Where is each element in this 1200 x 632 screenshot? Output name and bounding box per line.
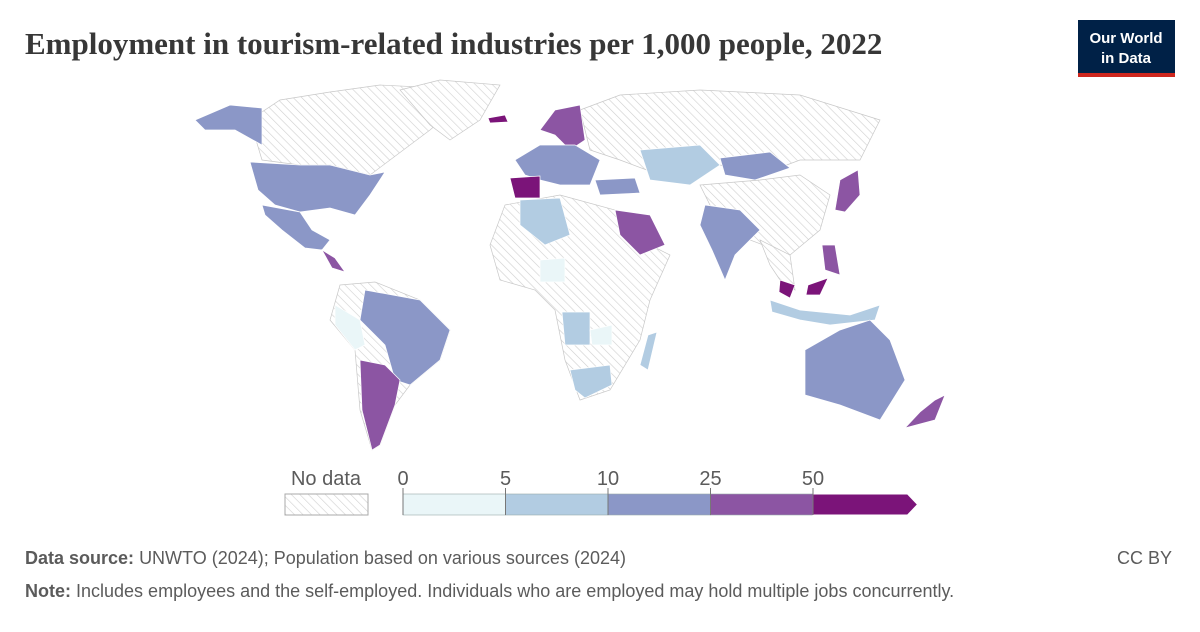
legend-no-data: [284, 493, 369, 516]
logo-text: Our World: [1089, 30, 1162, 47]
legend-bin: [607, 493, 711, 516]
legend-bin: [812, 493, 919, 516]
country-no-data: [399, 79, 501, 141]
legend-tick-label: 25: [699, 468, 721, 490]
country: [769, 299, 881, 326]
logo: Our World in Data: [1078, 20, 1175, 77]
country: [821, 244, 841, 276]
source-text: UNWTO (2024); Population based on variou…: [139, 548, 626, 568]
logo-box: [1078, 20, 1175, 74]
country: [805, 277, 829, 296]
country: [719, 151, 791, 181]
country: [194, 104, 263, 146]
country: [561, 311, 591, 346]
country: [569, 364, 613, 399]
source: Data source: UNWTO (2024); Population ba…: [25, 548, 626, 568]
country: [509, 175, 541, 199]
country: [594, 177, 641, 196]
legend-no-data-label: No data: [291, 468, 362, 490]
country: [359, 289, 451, 386]
legend-tick-label: 0: [397, 468, 408, 490]
license: CC BY: [1117, 548, 1172, 568]
country: [359, 359, 401, 451]
country: [249, 161, 386, 216]
country: [614, 209, 666, 256]
legend-bin: [402, 493, 506, 516]
country: [539, 104, 586, 151]
logo-stripe: [1078, 73, 1175, 77]
legend-tick-label: 5: [500, 468, 511, 490]
logo-text: in Data: [1101, 50, 1152, 67]
country: [261, 204, 331, 251]
chart-title: Employment in tourism-related industries…: [25, 26, 882, 61]
note: Note: Includes employees and the self-em…: [25, 581, 954, 601]
country: [834, 169, 861, 213]
country: [778, 279, 796, 299]
country: [804, 319, 906, 421]
legend-tick-label: 10: [597, 468, 619, 490]
note-label: Note:: [25, 581, 71, 601]
legend-bin: [710, 493, 814, 516]
country: [639, 331, 658, 371]
map: [194, 79, 946, 451]
legend: No data 0 5 10 25 50: [284, 468, 919, 516]
country: [487, 114, 509, 124]
country: [321, 249, 346, 273]
country: [334, 304, 366, 351]
legend-tick-label: 50: [802, 468, 824, 490]
legend-bin: [505, 493, 609, 516]
country: [639, 144, 721, 186]
country: [519, 197, 571, 246]
country: [589, 324, 613, 346]
source-label: Data source:: [25, 548, 134, 568]
country: [903, 394, 946, 429]
country: [539, 257, 566, 283]
note-text: Includes employees and the self-employed…: [76, 581, 954, 601]
country: [699, 204, 761, 281]
